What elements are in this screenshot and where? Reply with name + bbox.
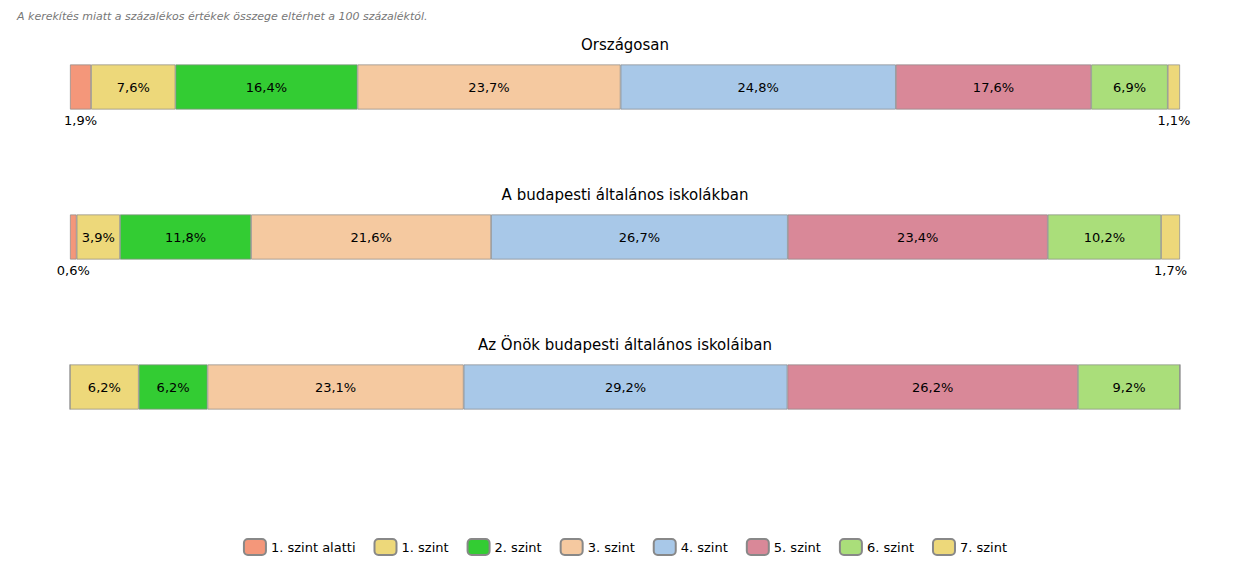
svg-text:26,2%: 26,2%: [912, 380, 953, 395]
svg-text:6. szint: 6. szint: [867, 540, 914, 555]
svg-text:6,9%: 6,9%: [1113, 80, 1146, 95]
svg-text:A kerekítés miatt a százalékos: A kerekítés miatt a százalékos értékek ö…: [16, 10, 428, 23]
svg-text:5. szint: 5. szint: [774, 540, 821, 555]
svg-text:9,2%: 9,2%: [1112, 380, 1145, 395]
svg-text:0,6%: 0,6%: [57, 263, 90, 278]
svg-text:1,1%: 1,1%: [1157, 113, 1190, 128]
svg-text:26,7%: 26,7%: [619, 230, 660, 245]
svg-text:6,2%: 6,2%: [88, 380, 121, 395]
svg-text:1,7%: 1,7%: [1154, 263, 1187, 278]
svg-text:1. szint: 1. szint: [401, 540, 448, 555]
svg-text:6,2%: 6,2%: [157, 380, 190, 395]
svg-text:4. szint: 4. szint: [681, 540, 728, 555]
svg-text:29,2%: 29,2%: [605, 380, 646, 395]
svg-text:3,9%: 3,9%: [82, 230, 115, 245]
svg-text:2. szint: 2. szint: [495, 540, 542, 555]
svg-text:A budapesti általános iskolákb: A budapesti általános iskolákban: [502, 186, 749, 204]
svg-text:Országosan: Országosan: [581, 36, 669, 54]
svg-text:16,4%: 16,4%: [246, 80, 287, 95]
svg-text:3. szint: 3. szint: [588, 540, 635, 555]
svg-text:7,6%: 7,6%: [117, 80, 150, 95]
svg-text:23,4%: 23,4%: [897, 230, 938, 245]
svg-text:Az Önök budapesti általános is: Az Önök budapesti általános iskoláiban: [478, 335, 772, 354]
svg-text:24,8%: 24,8%: [738, 80, 779, 95]
svg-text:1. szint alatti: 1. szint alatti: [271, 540, 356, 555]
svg-text:1,9%: 1,9%: [64, 113, 97, 128]
svg-text:7. szint: 7. szint: [960, 540, 1007, 555]
svg-text:21,6%: 21,6%: [350, 230, 391, 245]
svg-text:23,7%: 23,7%: [468, 80, 509, 95]
svg-text:17,6%: 17,6%: [973, 80, 1014, 95]
svg-text:10,2%: 10,2%: [1084, 230, 1125, 245]
svg-text:11,8%: 11,8%: [165, 230, 206, 245]
svg-text:23,1%: 23,1%: [315, 380, 356, 395]
